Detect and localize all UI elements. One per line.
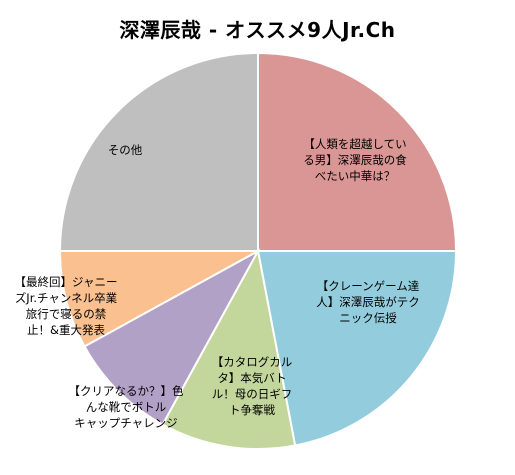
pie-slice-label-line: 止！&重大発表 <box>27 323 105 337</box>
pie-slice-label-line: 【カタログカル <box>212 355 293 369</box>
pie-slice-label-2: 【クレーンゲーム達人】深澤辰哉がテクニック伝授 <box>316 279 420 325</box>
pie-slice-label-4: 【クリアなるか？】色んな靴でボトルキャップチャレンジ <box>69 384 184 430</box>
pie-slice-label-6: その他 <box>108 143 143 157</box>
pie-slice-label-line: その他 <box>108 143 143 157</box>
chart-title: 深澤辰哉 - オススメ9人Jr.Ch <box>119 18 396 42</box>
pie-slice-label-line: ズJr.チャンネル卒業 <box>15 291 118 305</box>
pie-slice-label-line: んな靴でボトル <box>86 400 167 414</box>
pie-slice-3 <box>161 248 297 450</box>
pie-slice-label-line: 【クリアなるか？】色 <box>69 384 184 398</box>
pie-labels: 【人類を超越している男】深澤辰哉の食べたい中華は？ 【クレーンゲーム達人】深澤辰哉… <box>15 137 420 430</box>
pie-slice-4 <box>83 248 261 426</box>
pie-slice-5 <box>58 250 259 348</box>
pie-slice-label-5: 【最終回】ジャニーズJr.チャンネル卒業旅行で寝るの禁止！&重大発表 <box>15 275 118 337</box>
pie-slice-2 <box>256 250 458 447</box>
pie-slice-label-line: 【人類を超越してい <box>303 137 406 151</box>
pie-slice-6 <box>58 51 259 252</box>
pie-slice-label-line: る男】深澤辰哉の食 <box>303 153 407 167</box>
pie-slices <box>58 51 458 450</box>
pie-slice-label-line: 人】深澤辰哉がテク <box>316 295 420 309</box>
pie-slice-label-line: 【クレーンゲーム達 <box>317 279 420 293</box>
pie-slice-label-line: キャップチャレンジ <box>74 416 177 430</box>
pie-slice-label-line: ニック伝授 <box>339 311 397 325</box>
pie-slice-label-line: べたい中華は？ <box>315 169 396 183</box>
pie-slice-label-line: 【最終回】ジャニー <box>15 275 118 289</box>
pie-slice-1 <box>257 51 458 252</box>
pie-slice-label-line: 旅行で寝るの禁 <box>26 307 107 321</box>
pie-slice-label-line: タ】本気バト <box>217 371 286 385</box>
pie-slice-label-line: ル！母の日ギフ <box>212 387 293 401</box>
pie-slice-label-1: 【人類を超越している男】深澤辰哉の食べたい中華は？ <box>303 137 407 183</box>
pie-slice-label-3: 【カタログカルタ】本気バトル！母の日ギフト争奪戦 <box>212 355 293 417</box>
pie-slice-label-line: ト争奪戦 <box>229 403 275 417</box>
